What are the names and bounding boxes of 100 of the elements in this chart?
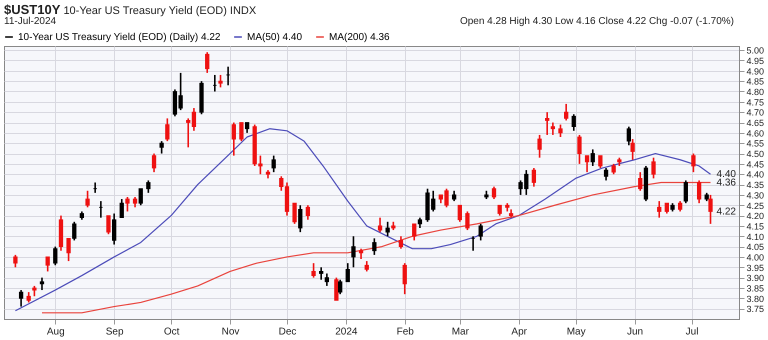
candlestick: [545, 111, 550, 136]
candlestick: [138, 188, 143, 206]
candlestick: [550, 122, 556, 136]
chart-subtitle: 10-Year US Treasury Yield (EOD) INDX: [63, 5, 256, 17]
candlestick: [572, 113, 576, 132]
candlestick: [465, 210, 470, 231]
candlestick: [691, 152, 696, 173]
candlestick: [244, 122, 250, 134]
candlestick: [385, 220, 390, 238]
candlestick: [638, 171, 642, 192]
candlestick: [402, 262, 407, 295]
candlestick: [664, 202, 669, 214]
y-tick-label: 3.75: [746, 304, 764, 314]
y-tick-label: 3.85: [746, 283, 764, 294]
candlestick: [452, 190, 456, 202]
candlestick: [120, 198, 124, 218]
candlestick: [306, 204, 310, 221]
candlestick: [398, 235, 404, 250]
candlestick: [66, 238, 71, 262]
candlestick: [232, 122, 236, 156]
candlestick: [651, 156, 656, 180]
candlestick: [72, 220, 76, 242]
y-tick-label: 3.95: [746, 262, 764, 273]
candlestick: [324, 272, 330, 287]
candlestick: [678, 200, 682, 212]
annotation: 4.36: [716, 178, 736, 188]
candlestick: [13, 254, 18, 268]
text: Open 4.28 High 4.30 Low 4.16 Close 4.22 Chg -0.07 (-1.70%): [460, 16, 734, 27]
candlestick: [106, 214, 111, 236]
y-tick-label: 4.20: [746, 211, 764, 222]
x-tick-label: Dec: [278, 326, 296, 338]
x-tick-label: Feb: [396, 326, 414, 338]
candlestick: [152, 152, 156, 173]
candlestick: [657, 200, 662, 218]
candlestick: [412, 223, 416, 242]
text: 11-Jul-2024: [4, 16, 56, 27]
candlestick: [498, 204, 502, 216]
legend-label: 10-Year US Treasury Yield (EOD) (Daily) 4.22: [18, 32, 221, 43]
candlestick: [205, 51, 210, 74]
candlestick: [577, 134, 582, 165]
chart-title: $UST10Y: [4, 2, 60, 17]
candlestick: [18, 289, 24, 308]
candlestick: [334, 276, 339, 302]
y-tick-label: 4.10: [746, 232, 764, 242]
y-tick-label: 4.80: [746, 87, 764, 97]
candlestick: [612, 163, 616, 176]
candlestick: [165, 118, 170, 142]
y-tick-label: 4.40: [746, 170, 764, 180]
candlestick: [372, 238, 376, 256]
legend-label: MA(200) 4.36: [329, 32, 390, 43]
candlestick: [598, 154, 603, 169]
x-tick-label: Aug: [46, 326, 65, 338]
candlestick: [132, 196, 138, 208]
candlestick: [338, 278, 342, 295]
candlestick: [558, 124, 563, 138]
candlestick: [604, 167, 608, 182]
y-tick-label: 4.45: [746, 159, 764, 170]
candlestick: [159, 140, 164, 154]
candlestick: [590, 148, 595, 167]
candlestick: [292, 202, 297, 225]
candlestick: [418, 216, 422, 229]
x-tick-label: Sep: [106, 326, 124, 338]
legend-label: MA(50) 4.40: [247, 32, 302, 43]
x-tick-label: May: [566, 326, 586, 338]
candlestick: [351, 235, 356, 268]
candlestick: [239, 122, 244, 142]
x-tick-label: Jun: [626, 326, 644, 338]
y-tick-label: 4.30: [746, 190, 764, 200]
candlestick: [85, 190, 90, 208]
candlestick: [564, 103, 568, 122]
candlestick: [346, 262, 350, 283]
candlestick: [532, 167, 536, 188]
y-tick-label: 3.80: [746, 294, 764, 304]
candlestick: [696, 180, 702, 204]
y-tick-label: 4.70: [746, 108, 764, 118]
candlestick: [311, 262, 316, 278]
line-series: [41, 182, 712, 314]
y-tick-label: 4.85: [746, 76, 764, 87]
annotation: 4.22: [716, 206, 736, 218]
y-tick-label: 3.90: [746, 273, 764, 284]
candlestick: [53, 246, 58, 266]
candlestick: [32, 285, 37, 298]
candlestick: [319, 266, 324, 281]
candlestick: [458, 204, 462, 223]
x-tick-label: Jul: [686, 326, 698, 338]
x-tick-label: Nov: [222, 326, 240, 338]
y-tick-label: 4.75: [746, 97, 764, 108]
y-tick-label: 4.90: [746, 66, 764, 76]
y-tick-label: 4.65: [746, 118, 764, 128]
candlestick: [684, 180, 688, 204]
y-tick-label: 4.35: [746, 180, 764, 190]
candlestick: [492, 186, 496, 200]
x-tick-label: Mar: [452, 326, 470, 338]
candlestick: [125, 196, 130, 212]
candlestick: [537, 134, 542, 158]
candlestick: [298, 204, 302, 233]
candlestick: [46, 256, 50, 272]
candlestick: [272, 154, 276, 173]
x-tick-label: Oct: [164, 326, 180, 338]
candlestick: [26, 291, 31, 304]
